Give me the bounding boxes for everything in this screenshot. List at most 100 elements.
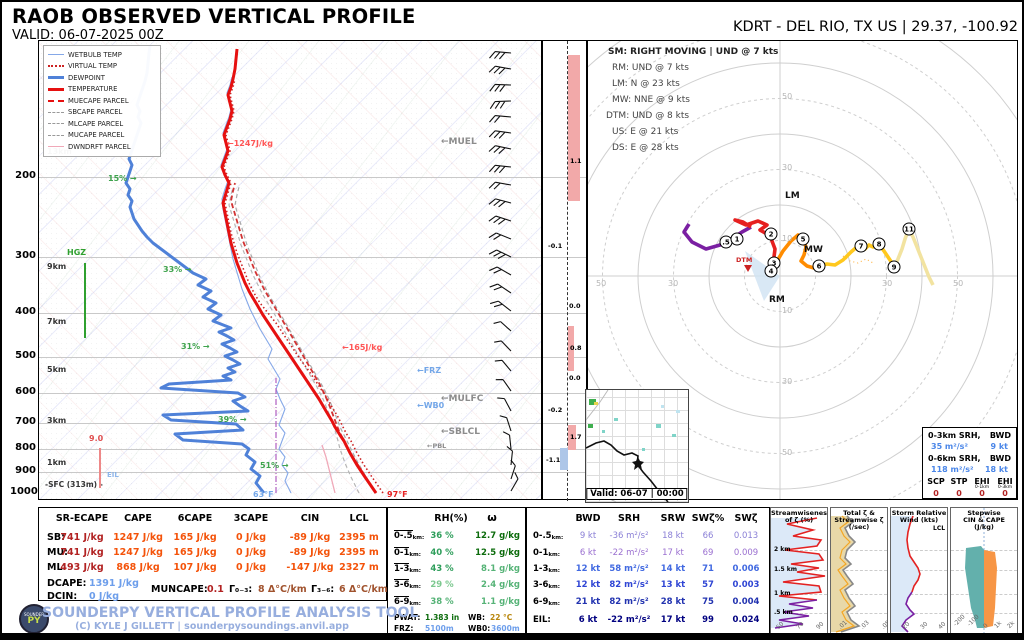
bwd-value: 6 kt [578, 615, 598, 625]
mixrat-value: 12.5 g/kg [475, 548, 520, 558]
rh-label: 39% → [218, 415, 247, 424]
srh-value: 82 m²/s² [609, 597, 649, 607]
station-star-icon [632, 457, 644, 470]
sounderpy-logo: SOUNDER PY [19, 604, 49, 633]
panel-title: CIN & CAPE [963, 516, 1005, 524]
ehi-0-3-label: EHI [997, 477, 1013, 486]
eil-label: EIL [107, 471, 119, 479]
srh-0-3-label: 0-3km SRH, [928, 431, 981, 440]
sfc-dew-label: 63°F [253, 490, 274, 499]
sr-trace [842, 255, 874, 264]
srw-panel: Storm Relative Wind (kts) LCL 20 30 40 [890, 507, 948, 633]
swz-value: 0.004 [732, 597, 760, 607]
mlcape-parcel-curve [228, 186, 360, 494]
row-label: 6-9km: [533, 597, 560, 607]
height-label: .5 km [774, 609, 793, 616]
dcape-line [99, 448, 101, 488]
ds-info: DS: E @ 28 kts [612, 143, 679, 153]
hodo-trace-0-1km [682, 223, 752, 251]
rh-header: RH(%) [434, 513, 468, 524]
vorticity-panel: Total ζ & Streamwise ζ (/sec) .01 .03 .0… [830, 507, 888, 633]
hodo-point-labels: LM MW RM DTM [736, 191, 823, 305]
cell: 2395 m [339, 547, 379, 558]
skew-t-panel: 13km 9km 7km 5km 3km 1km -SFC (313m) - W… [38, 40, 542, 500]
panel-title: (J/kg) [974, 523, 994, 531]
footer-credit: (C) KYLE J GILLETT | sounderpysoundings.… [75, 621, 349, 632]
streamwiseness-lower [774, 599, 818, 629]
hodograph-plot: .5 1 2 3 4 5 6 7 8 9 11 LM MW RM DTM [588, 41, 1017, 499]
ring-label: 30 [782, 377, 793, 386]
cell: 1247 J/kg [113, 532, 163, 543]
svg-text:1: 1 [735, 236, 740, 244]
bwd-value: 12 kt [575, 564, 601, 574]
bwd-0-3-value: 9 kt [990, 442, 1009, 451]
frz-label: FRZ: [394, 624, 414, 633]
panel-title: of ζ (%) [784, 516, 814, 524]
swz-value: 0.003 [732, 580, 760, 590]
kinematics-table: BWD SRH SRW SWζ% SWζ 0-.5km: 9 kt -36 m²… [526, 507, 770, 633]
stp-value: 0 [956, 489, 962, 498]
bwd-value: 9 kt [579, 531, 597, 541]
pressure-tick: 700 [15, 416, 36, 427]
omega-value: 0.0 [569, 302, 581, 310]
legend-item: SBCAPE PARCEL [46, 107, 158, 119]
panel-title: (/sec) [848, 523, 870, 531]
muncape-label: MUNCAPE: [151, 584, 208, 595]
mucape-line-icon [48, 134, 64, 136]
omega-bar [560, 448, 568, 470]
muecape-line-icon [48, 99, 64, 102]
mixrat-value: 1.1 g/kg [481, 597, 520, 607]
omega-value: 0.0 [569, 374, 581, 382]
wb0-label: WB0: [468, 624, 491, 633]
ring-label: 50 [953, 279, 964, 288]
cell: -89 J/kg [289, 547, 331, 558]
cell: 741 J/kg [60, 532, 104, 543]
svg-text:9: 9 [892, 264, 897, 272]
rh-label: 31% → [181, 342, 210, 351]
omega-bar [568, 55, 580, 201]
dcape-label: DCAPE: [47, 578, 87, 589]
gridline [39, 393, 541, 394]
omega-bar [568, 326, 574, 371]
hodo-trace-1-3km [733, 218, 777, 272]
lapse-3-6-value: 6 Δ°C/km [339, 584, 388, 595]
bwd-value: 12 kt [575, 580, 601, 590]
cell: -147 J/kg [286, 562, 334, 573]
panel-title: Storm Relative [891, 509, 947, 517]
swz-value: 0.006 [732, 564, 760, 574]
col-header: BWD [575, 513, 601, 524]
mlcape-line-icon [48, 123, 64, 125]
station-label: KDRT - DEL RIO, TX US | 29.37, -100.92 [732, 19, 1018, 35]
wb0-label: ←WB0 [417, 401, 445, 410]
row-label: MU: [47, 547, 68, 558]
height-label: 1km [47, 458, 67, 467]
ring-label: 50 [596, 279, 607, 288]
stp-label: STP [950, 477, 968, 486]
pressure-tick: 300 [15, 250, 36, 261]
srh-value: 58 m²/s² [609, 564, 649, 574]
row-label: 0-.5km: [394, 530, 425, 541]
hodo-trace-9-12km [892, 227, 935, 286]
lapse-3-6-label: Γ₃₋₆: [311, 584, 335, 595]
row-label: 0-.5km: [533, 531, 564, 541]
srh-value: -36 m²/s² [609, 531, 649, 541]
swzpct-value: 66 [702, 531, 714, 541]
col-header: SWζ [734, 513, 758, 524]
surface-label: -SFC (313m) - [45, 480, 103, 489]
col-header: CIN [300, 513, 320, 524]
pressure-tick: 600 [15, 386, 36, 397]
ring-label: 50 [782, 448, 793, 457]
ehi-sub: 0-1km [974, 485, 990, 490]
stepwise-cin-cape-panel: Stepwise CIN & CAPE (J/kg) -200 -100 0 1… [950, 507, 1018, 633]
dtm-info: DTM: UND @ 8 kts [606, 111, 690, 121]
ring-label: 30 [782, 163, 793, 172]
srw-value: 17 kt [662, 548, 684, 558]
page-title: RAOB OBSERVED VERTICAL PROFILE [12, 5, 416, 28]
row-label: 6-9km: [394, 596, 421, 607]
map-overlay [586, 390, 680, 502]
moisture-table: RH(%) ω 0-.5km: 36 % 12.7 g/kg 0-1km: 40… [387, 507, 526, 633]
omega-value: 1.7 [570, 433, 582, 441]
svg-text:4: 4 [769, 268, 774, 276]
swzpct-value: 57 [702, 580, 714, 590]
